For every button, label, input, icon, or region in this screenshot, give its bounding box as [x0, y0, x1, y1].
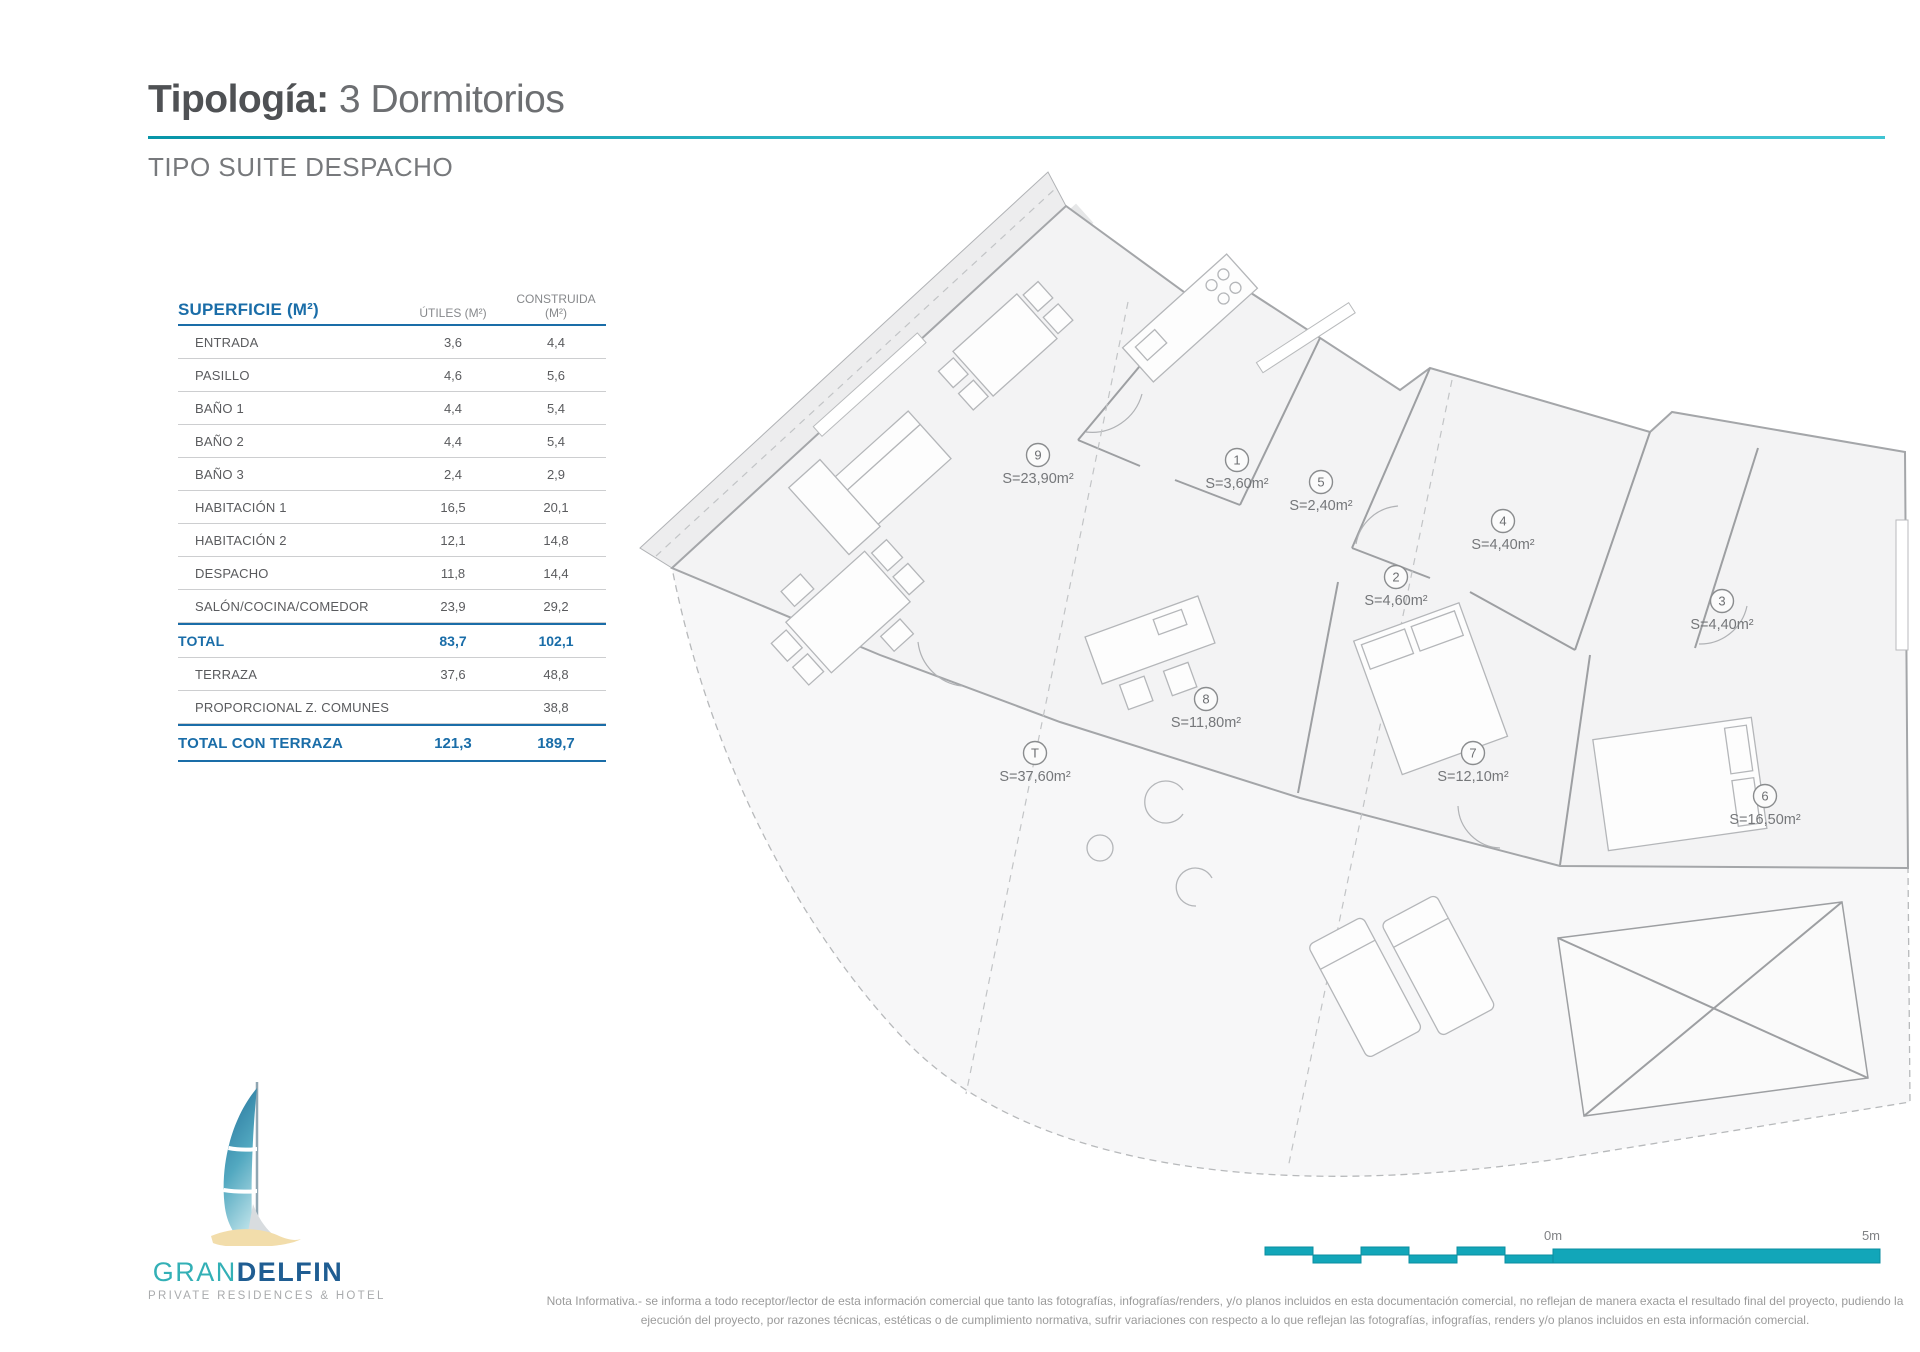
- col-construida: CONSTRUIDA (M²): [516, 292, 596, 320]
- table-row: ENTRADA 3,6 4,4: [178, 326, 606, 359]
- brand-name-delfin: DELFIN: [236, 1257, 344, 1287]
- windows: [812, 302, 1909, 651]
- page-title: Tipología: 3 Dormitorios: [148, 78, 565, 122]
- brand-tagline: PRIVATE RESIDENCES & HOTEL: [148, 1290, 386, 1302]
- section-lines: [965, 301, 1453, 1169]
- title-label: Tipología:: [148, 78, 329, 121]
- room-marker: 2 S=4,60m²: [1364, 564, 1428, 609]
- svg-text:4: 4: [1499, 514, 1506, 529]
- svg-text:S=4,40m²: S=4,40m²: [1471, 537, 1534, 553]
- room-marker: 6 S=16,50m²: [1729, 783, 1801, 828]
- scale-bar: 0m 5m: [1264, 1228, 1881, 1264]
- svg-text:S=12,10m²: S=12,10m²: [1437, 769, 1509, 785]
- room-marker: 7 S=12,10m²: [1437, 740, 1509, 785]
- table-row: DESPACHO 11,8 14,4: [178, 557, 606, 590]
- svg-text:S=37,60m²: S=37,60m²: [999, 769, 1071, 785]
- sofa: [787, 410, 952, 556]
- interior-walls: [1077, 299, 1759, 866]
- table-row: PROPORCIONAL Z. COMUNES 38,8: [178, 691, 606, 724]
- scale-zero-label: 0m: [1544, 1228, 1562, 1243]
- sail-tower-icon: [211, 1082, 301, 1248]
- title-value: 3 Dormitorios: [328, 78, 565, 121]
- table-row: BAÑO 2 4,4 5,4: [178, 425, 606, 458]
- desk: [1084, 595, 1216, 711]
- table-row: HABITACIÓN 1 16,5 20,1: [178, 491, 606, 524]
- table-row: BAÑO 1 4,4 5,4: [178, 392, 606, 425]
- svg-text:S=16,50m²: S=16,50m²: [1729, 812, 1801, 828]
- table-row: HABITACIÓN 2 12,1 14,8: [178, 524, 606, 557]
- grand-total-row: TOTAL CON TERRAZA 121,3 189,7: [178, 724, 606, 762]
- col-superficie: SUPERFICIE (M²): [178, 300, 319, 319]
- room-marker: 3 S=4,40m²: [1690, 588, 1754, 633]
- table-row: PASILLO 4,6 5,6: [178, 359, 606, 392]
- page-subtitle: TIPO SUITE DESPACHO: [148, 152, 454, 182]
- legal-note: Nota Informativa.- se informa a todo rec…: [546, 1294, 1904, 1327]
- terrace-dining-table: [770, 538, 925, 686]
- svg-text:T: T: [1031, 746, 1039, 761]
- door-arcs: [917, 393, 1748, 849]
- svg-text:3: 3: [1718, 594, 1725, 609]
- svg-text:S=3,60m²: S=3,60m²: [1205, 476, 1268, 492]
- surface-table: SUPERFICIE (M²) ÚTILES (M²) CONSTRUIDA (…: [178, 286, 606, 762]
- room-marker: T S=37,60m²: [999, 740, 1071, 785]
- svg-text:8: 8: [1202, 692, 1209, 707]
- title-divider: [148, 136, 1885, 139]
- round-chair-2: [1175, 867, 1213, 907]
- svg-text:5: 5: [1317, 475, 1324, 490]
- table-row: BAÑO 3 2,4 2,9: [178, 458, 606, 491]
- table-header: SUPERFICIE (M²) ÚTILES (M²) CONSTRUIDA (…: [178, 286, 606, 326]
- bed-habitacion1: [1592, 716, 1768, 852]
- brand-logo: GRANDELFIN PRIVATE RESIDENCES & HOTEL: [148, 1076, 386, 1302]
- bed-habitacion2: [1352, 602, 1509, 776]
- room-marker: 4 S=4,40m²: [1471, 508, 1535, 553]
- room-marker: 9 S=23,90m²: [1002, 442, 1074, 487]
- room-marker: 5 S=2,40m²: [1289, 469, 1353, 514]
- scale-max-label: 5m: [1862, 1228, 1880, 1243]
- table-row: SALÓN/COCINA/COMEDOR 23,9 29,2: [178, 590, 606, 623]
- total-row: TOTAL 83,7 102,1: [178, 623, 606, 658]
- svg-text:9: 9: [1034, 448, 1041, 463]
- room-marker: 8 S=11,80m²: [1171, 686, 1241, 731]
- svg-text:1: 1: [1233, 453, 1240, 468]
- svg-text:S=23,90m²: S=23,90m²: [1002, 471, 1074, 487]
- svg-text:2: 2: [1392, 570, 1399, 585]
- brand-name: GRANDELFIN: [148, 1257, 348, 1288]
- col-utiles: ÚTILES (M²): [419, 306, 487, 320]
- svg-text:S=4,60m²: S=4,60m²: [1364, 593, 1427, 609]
- sun-loungers: [1309, 895, 1495, 1058]
- crossed-box: [1557, 901, 1869, 1117]
- room-marker: 1 S=3,60m²: [1205, 447, 1269, 492]
- svg-text:S=2,40m²: S=2,40m²: [1289, 498, 1352, 514]
- svg-text:6: 6: [1761, 789, 1768, 804]
- brand-name-gran: GRAN: [152, 1257, 237, 1287]
- table-row: TERRAZA 37,6 48,8: [178, 658, 606, 691]
- svg-text:7: 7: [1469, 746, 1476, 761]
- dining-table-living: [937, 280, 1074, 411]
- kitchen-counter: [1121, 253, 1259, 383]
- svg-text:S=11,80m²: S=11,80m²: [1171, 715, 1241, 731]
- side-table: [1086, 834, 1114, 862]
- svg-text:S=4,40m²: S=4,40m²: [1690, 617, 1753, 633]
- round-chair-1: [1144, 780, 1184, 824]
